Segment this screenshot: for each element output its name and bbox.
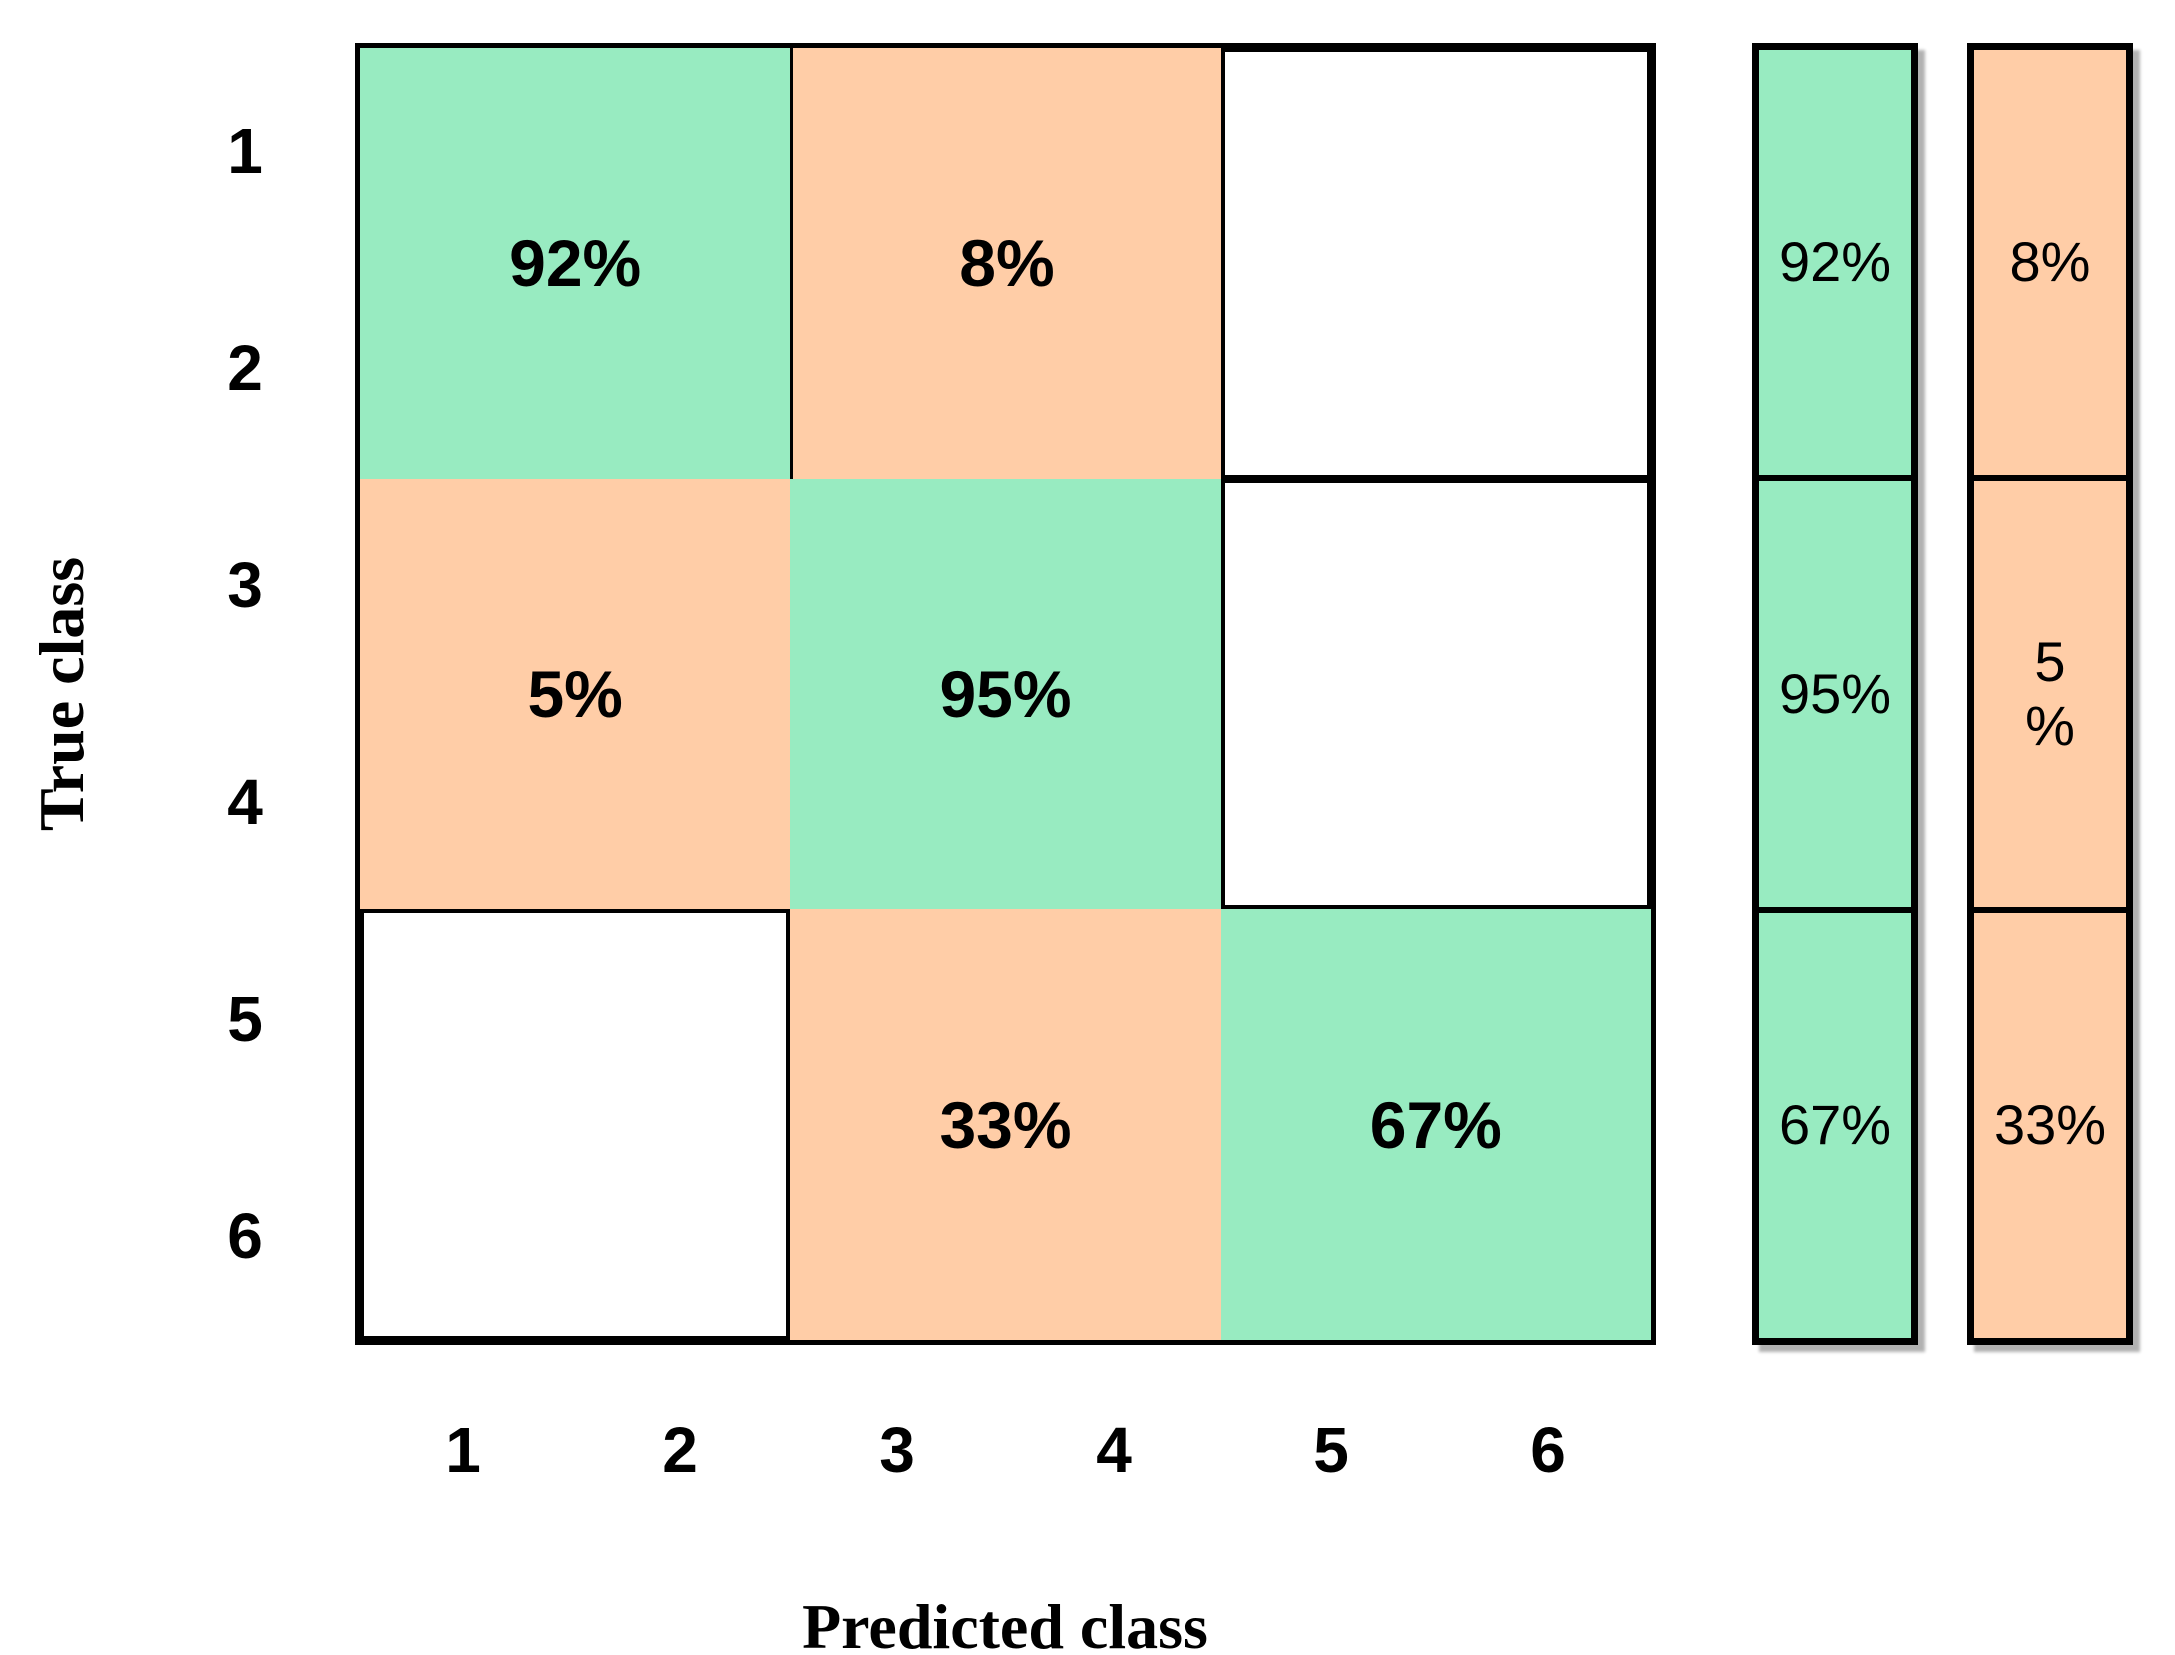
summary-correct-rows56: 67%	[1759, 906, 1911, 1338]
matrix-cell-true12-pred12: 92%	[360, 48, 791, 479]
y-tick-label-5: 5	[227, 983, 263, 1055]
y-tick-label-6: 6	[227, 1200, 263, 1272]
summary-correct-rows12: 92%	[1759, 50, 1911, 476]
summary-correct-rows34: 95%	[1759, 475, 1911, 907]
summary-error-rows34: 5 %	[1974, 475, 2126, 907]
x-tick-label-2: 2	[662, 1414, 698, 1486]
matrix-cell-true34-pred56	[1220, 478, 1651, 910]
x-axis-title: Predicted class	[802, 1591, 1208, 1655]
y-axis-title: True class	[26, 556, 97, 832]
y-tick-label-2: 2	[227, 332, 263, 404]
summary-error-rows56: 33%	[1974, 906, 2126, 1338]
matrix-cell-true56-pred34: 33%	[790, 909, 1221, 1340]
confusion-matrix-grid: 92% 8% 5% 95% 33% 67%	[355, 43, 1656, 1345]
matrix-cell-true12-pred56	[1220, 48, 1651, 479]
matrix-cell-true34-pred12: 5%	[360, 478, 791, 910]
matrix-cell-true34-pred34: 95%	[790, 478, 1221, 910]
row-summary-correct-column: 92% 95% 67%	[1752, 43, 1918, 1345]
x-tick-label-5: 5	[1313, 1414, 1349, 1486]
row-summary-error-column: 8% 5 % 33%	[1967, 43, 2133, 1345]
y-tick-label-4: 4	[227, 766, 263, 838]
matrix-cell-true56-pred12	[360, 909, 791, 1340]
summary-error-rows12: 8%	[1974, 50, 2126, 476]
x-tick-label-4: 4	[1096, 1414, 1132, 1486]
y-tick-label-1: 1	[227, 115, 263, 187]
y-tick-label-3: 3	[227, 549, 263, 621]
matrix-cell-true12-pred34: 8%	[790, 48, 1221, 479]
x-tick-label-3: 3	[879, 1414, 915, 1486]
matrix-cell-true56-pred56: 67%	[1220, 909, 1651, 1340]
x-tick-label-6: 6	[1530, 1414, 1566, 1486]
x-tick-label-1: 1	[445, 1414, 481, 1486]
